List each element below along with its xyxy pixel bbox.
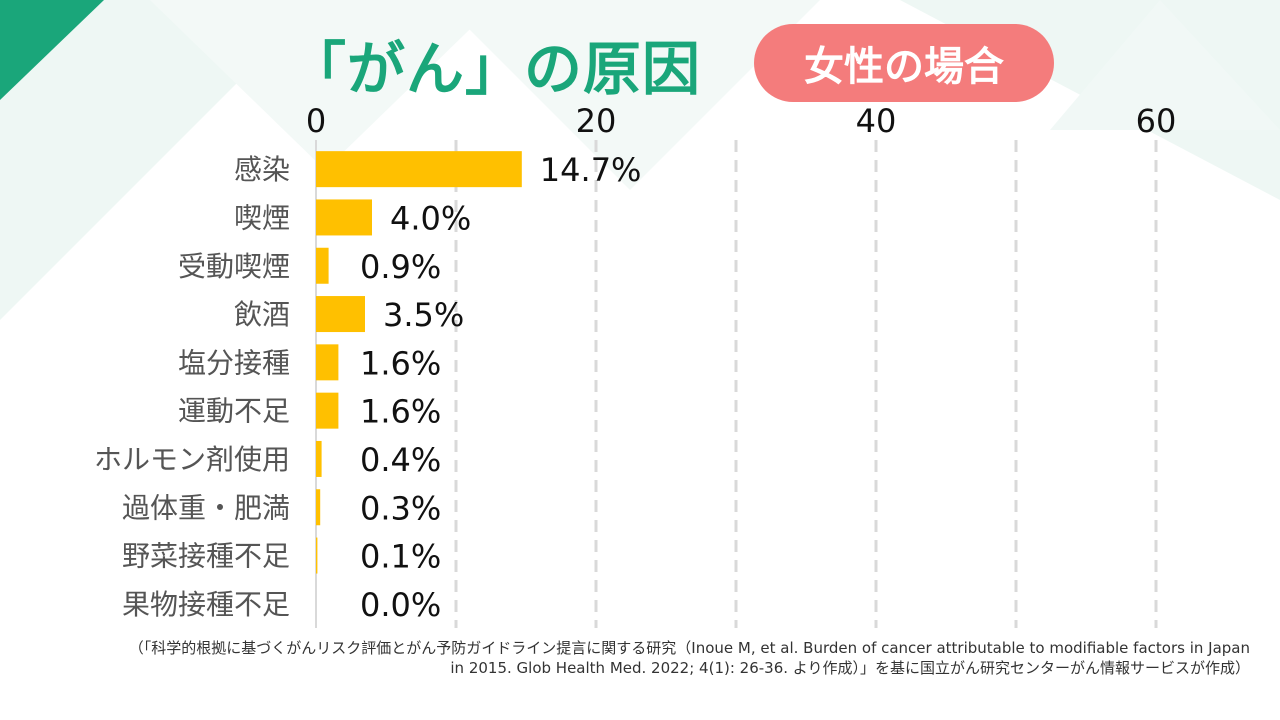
bar (316, 247, 329, 284)
category-label: 塩分接種 (178, 346, 290, 379)
data-label: 0.0% (360, 586, 441, 624)
category-label: 飲酒 (234, 298, 290, 331)
category-label: ホルモン剤使用 (94, 443, 290, 476)
bar (316, 537, 318, 574)
category-label: 野菜接種不足 (122, 540, 290, 573)
category-label: 過体重・肥満 (122, 491, 290, 524)
data-label: 0.9% (360, 248, 441, 286)
category-label: 運動不足 (178, 395, 290, 428)
page-title: 「がん」の原因 (288, 35, 702, 103)
data-label: 0.3% (360, 489, 441, 527)
x-tick-label: 0 (306, 102, 326, 140)
bar (316, 199, 372, 236)
bar (316, 344, 339, 381)
data-label: 0.1% (360, 538, 441, 576)
x-tick-label: 40 (856, 102, 897, 140)
value-labels: 14.7% 4.0% 0.9% 3.5% 1.6% 1.6% 0.4% 0.3% 0.1% 0.0… (360, 151, 641, 624)
x-tick-label: 20 (576, 102, 617, 140)
data-label: 4.0% (390, 199, 471, 237)
source-line-2: in 2015. Glob Health Med. 2022; 4(1): 26… (450, 659, 1250, 677)
bar (316, 392, 339, 429)
data-label: 1.6% (360, 344, 441, 382)
data-label: 14.7% (540, 151, 642, 189)
source-line-1: （「科学的根拠に基づくがんリスク評価とがん予防ガイドライン提言に関する研究（In… (128, 639, 1250, 657)
bar (316, 296, 365, 333)
category-label: 喫煙 (234, 201, 290, 234)
bars (316, 151, 522, 574)
category-label: 感染 (234, 153, 290, 186)
category-label: 果物接種不足 (122, 588, 290, 621)
female-badge: 女性の場合 (754, 24, 1054, 102)
category-labels: 感染喫煙受動喫煙飲酒塩分接種運動不足ホルモン剤使用過体重・肥満野菜接種不足果物接… (94, 153, 290, 621)
data-label: 0.4% (360, 441, 441, 479)
category-label: 受動喫煙 (178, 250, 290, 283)
x-tick-label: 60 (1136, 102, 1177, 140)
x-axis-ticks: 0 20 40 60 (306, 102, 1177, 140)
bar (316, 489, 321, 526)
corner-accent (0, 0, 104, 100)
bar (316, 440, 322, 477)
bar (316, 151, 522, 188)
source-note: （「科学的根拠に基づくがんリスク評価とがん予防ガイドライン提言に関する研究（In… (50, 638, 1250, 678)
data-label: 3.5% (383, 296, 464, 334)
data-label: 1.6% (360, 393, 441, 431)
